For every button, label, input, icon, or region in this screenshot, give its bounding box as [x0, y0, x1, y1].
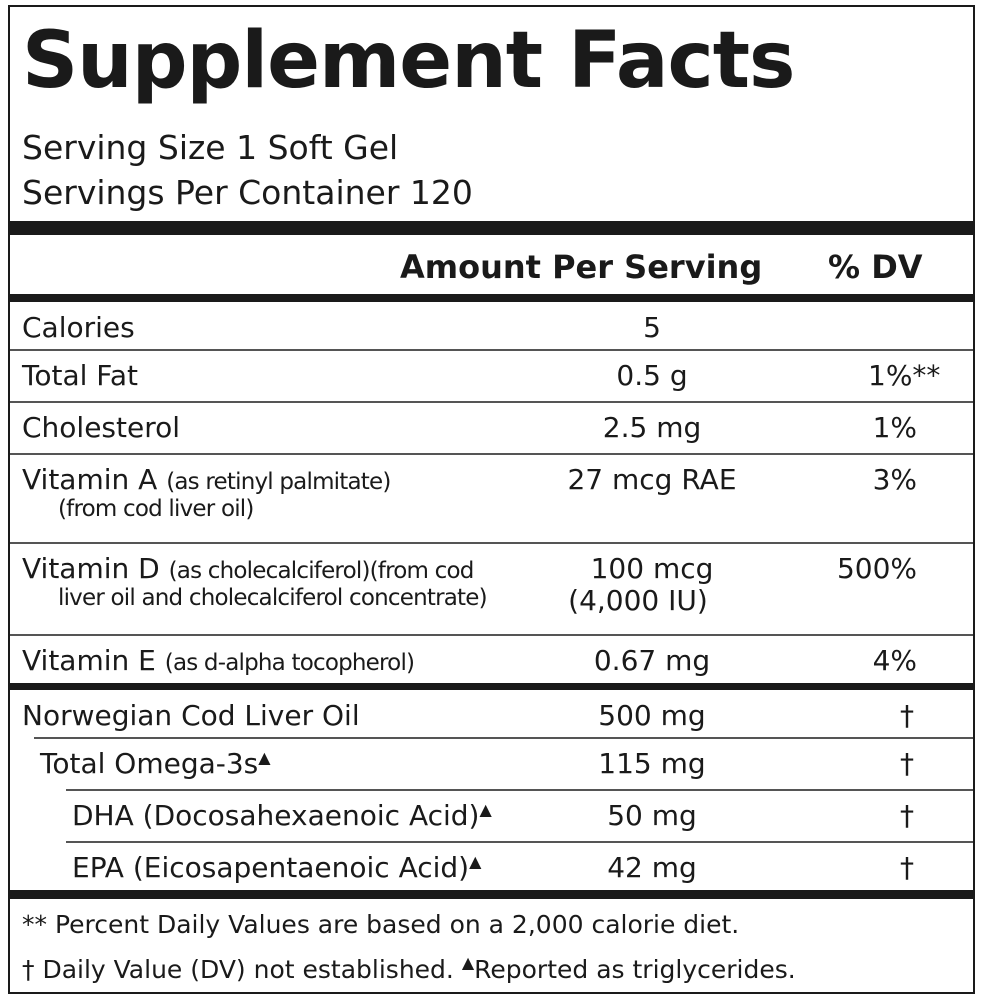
label-border: [8, 5, 975, 994]
thick-rule: [8, 294, 975, 302]
serving-size: Serving Size 1 Soft Gel: [22, 128, 399, 167]
amount: (4,000 IU): [568, 584, 708, 617]
ingredient-text: Total Omega-3s: [40, 747, 259, 780]
nutrient-name: Calories: [22, 314, 135, 342]
amount: 27 mcg RAE: [567, 463, 737, 496]
daily-value: 3%: [872, 463, 917, 496]
nutrient-text: Vitamin A: [22, 463, 158, 496]
daily-value: 4%: [872, 644, 917, 677]
nutrient-text: Calories: [22, 311, 135, 344]
nutrient-detail: (as retinyl palmitate): [166, 469, 391, 495]
footnote-marker: ▲: [461, 953, 475, 972]
row-rule: [10, 401, 973, 403]
amount: 115 mg: [598, 747, 706, 780]
thick-rule: [8, 221, 975, 235]
footnote-text: † Daily Value (DV) not established.: [22, 955, 454, 984]
ingredient-marker: ▲: [479, 800, 492, 819]
nutrient-detail: (from cod liver oil): [58, 496, 254, 522]
nutrient-detail: (as cholecalciferol)(from cod: [168, 558, 475, 584]
ingredient-name: Total Omega-3s▲: [40, 750, 271, 778]
amount: 0.5 g: [616, 359, 688, 392]
daily-value: †: [900, 699, 914, 732]
footnote-text: Reported as triglycerides.: [474, 955, 796, 984]
row-rule: [10, 349, 973, 351]
daily-value: †: [900, 747, 914, 780]
amount: 500 mg: [598, 699, 706, 732]
footnote: † Daily Value (DV) not established. ▲Rep…: [22, 953, 796, 984]
amount: 50 mg: [607, 799, 697, 832]
ingredient-text: EPA (Eicosapentaenoic Acid): [72, 851, 470, 884]
header-amount: Amount Per Serving: [400, 248, 763, 286]
nutrient-name: Cholesterol: [22, 414, 180, 442]
amount: 5: [643, 311, 661, 344]
header-dv: % DV: [828, 248, 923, 286]
ingredient-marker: ▲: [469, 852, 482, 871]
ingredient-text: Norwegian Cod Liver Oil: [22, 699, 360, 732]
thick-rule: [8, 683, 975, 690]
row-rule: [34, 737, 973, 739]
nutrient-text: Vitamin E: [22, 644, 156, 677]
nutrient-name: Vitamin D (as cholecalciferol)(from cod: [22, 555, 474, 583]
thick-rule: [8, 890, 975, 899]
daily-value: 500%: [836, 552, 917, 585]
ingredient-name: Norwegian Cod Liver Oil: [22, 702, 360, 730]
row-rule: [66, 789, 973, 791]
amount: 0.67 mg: [593, 644, 711, 677]
nutrient-text: Total Fat: [22, 359, 138, 392]
row-rule: [10, 453, 973, 455]
nutrient-detail: (as d-alpha tocopherol): [164, 650, 415, 676]
servings-per-container: Servings Per Container 120: [22, 173, 473, 212]
daily-value: 1%**: [868, 359, 941, 392]
nutrient-name: Total Fat: [22, 362, 138, 390]
row-rule: [66, 841, 973, 843]
ingredient-marker: ▲: [258, 748, 271, 767]
daily-value: †: [900, 851, 914, 884]
nutrient-name: Vitamin A (as retinyl palmitate): [22, 466, 391, 494]
ingredient-name: DHA (Docosahexaenoic Acid)▲: [72, 802, 492, 830]
footnote: ** Percent Daily Values are based on a 2…: [22, 910, 740, 939]
amount: 42 mg: [607, 851, 697, 884]
nutrient-name: Vitamin E (as d-alpha tocopherol): [22, 644, 415, 677]
row-rule: [10, 542, 973, 544]
daily-value: 1%: [872, 411, 917, 444]
nutrient-text: Cholesterol: [22, 411, 181, 444]
label-title: Supplement Facts: [22, 16, 795, 106]
row-rule: [10, 634, 973, 636]
amount: 2.5 mg: [602, 411, 702, 444]
amount: 100 mcg: [590, 552, 714, 585]
ingredient-text: DHA (Docosahexaenoic Acid): [72, 799, 480, 832]
nutrient-detail: liver oil and cholecalciferol concentrat…: [58, 585, 488, 611]
nutrient-text: Vitamin D: [22, 552, 160, 585]
daily-value: †: [900, 799, 914, 832]
ingredient-name: EPA (Eicosapentaenoic Acid)▲: [72, 854, 481, 882]
